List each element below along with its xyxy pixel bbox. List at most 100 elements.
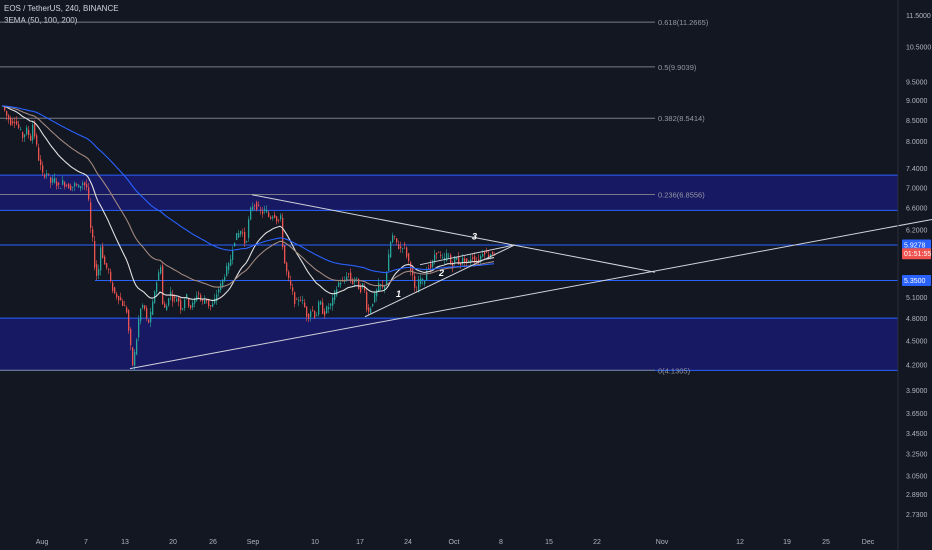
candle-body <box>156 282 158 292</box>
candle-body <box>372 303 374 307</box>
candle-body <box>346 276 348 281</box>
candle-body <box>102 246 104 258</box>
fib-level-label: 0.382(8.5414) <box>658 114 705 123</box>
price-badge-bg <box>902 275 931 287</box>
candle-body <box>402 248 404 249</box>
candle-body <box>22 132 24 138</box>
candle-body <box>166 305 168 311</box>
price-axis-tick: 4.5000 <box>906 339 928 346</box>
chart-symbol-header[interactable]: EOS / TetherUS, 240, BINANCE <box>4 4 119 13</box>
candle-body <box>428 268 430 269</box>
candle-body <box>34 122 36 137</box>
candle-body <box>418 279 420 293</box>
candle-body <box>200 295 202 301</box>
candle-body <box>8 115 10 120</box>
candle-body <box>138 319 140 338</box>
candle-body <box>406 247 408 257</box>
candle-body <box>192 302 194 308</box>
candle-body <box>228 263 230 271</box>
price-axis-tick: 4.8000 <box>906 316 928 323</box>
candle-body <box>122 300 124 306</box>
candle-body <box>300 300 302 302</box>
candle-body <box>72 186 74 188</box>
candle-body <box>482 254 484 257</box>
candle-body <box>132 347 134 366</box>
indicator-legend[interactable]: 3EMA (50, 100, 200) <box>4 16 78 25</box>
candle-body <box>280 215 282 219</box>
time-axis-tick: 26 <box>209 539 217 546</box>
time-axis-tick: 10 <box>311 539 319 546</box>
candle-body <box>170 291 172 296</box>
candle-body <box>438 251 440 253</box>
candle-body <box>302 299 304 301</box>
candle-body <box>424 280 426 284</box>
candle-body <box>296 298 298 300</box>
candle-body <box>50 177 52 183</box>
candle-body <box>106 263 108 268</box>
candle-body <box>422 278 424 281</box>
candle-body <box>282 217 284 248</box>
price-badge-bg <box>902 248 931 260</box>
time-axis-tick: Dec <box>862 539 875 546</box>
candle-body <box>396 238 398 243</box>
candle-body <box>288 271 290 278</box>
candle-body <box>60 188 62 189</box>
candle-body <box>96 264 98 276</box>
candle-body <box>206 299 208 302</box>
price-badge-label: 5.9278 <box>904 242 926 249</box>
candle-body <box>84 182 86 186</box>
candle-body <box>324 311 326 316</box>
candle-body <box>100 247 102 271</box>
candle-body <box>310 311 312 317</box>
candle-body <box>276 216 278 222</box>
price-badge-label: 01:51:55 <box>904 251 931 258</box>
time-axis-tick: Aug <box>36 539 49 546</box>
candle-body <box>26 127 28 135</box>
candle-body <box>62 180 64 185</box>
candle-body <box>290 280 292 286</box>
wave-channel-inner-line <box>419 244 516 266</box>
candle-body <box>322 302 324 314</box>
candle-body <box>420 278 422 284</box>
time-axis-tick: 15 <box>545 539 553 546</box>
candle-body <box>266 210 268 213</box>
price-axis-tick: 8.0000 <box>906 139 928 146</box>
candle-body <box>358 278 360 290</box>
candle-body <box>434 254 436 262</box>
price-axis-tick: 7.4000 <box>906 166 928 173</box>
candle-body <box>490 254 492 257</box>
price-axis-tick: 5.1000 <box>906 295 928 302</box>
fib-level-label: 0(4.1305) <box>658 366 691 375</box>
price-axis-tick: 8.5000 <box>906 118 928 125</box>
candle-body <box>28 129 30 136</box>
candle-body <box>368 307 370 312</box>
candle-body <box>54 177 56 183</box>
candle-body <box>244 232 246 244</box>
candle-body <box>198 293 200 295</box>
candle-body <box>262 211 264 214</box>
candle-body <box>42 165 44 173</box>
candle-body <box>6 111 8 116</box>
candle-body <box>294 292 296 305</box>
price-badge-label: 5.3500 <box>904 278 926 285</box>
candle-body <box>414 276 416 288</box>
candle-body <box>474 256 476 263</box>
candle-body <box>78 184 80 188</box>
candle-body <box>128 310 130 331</box>
candle-body <box>306 306 308 317</box>
triangle-upper-trendline <box>251 194 656 273</box>
candle-body <box>354 279 356 283</box>
price-axis-tick: 9.0000 <box>906 98 928 105</box>
price-axis-tick: 10.5000 <box>906 45 931 52</box>
candle-body <box>304 302 306 308</box>
candle-body <box>468 260 470 262</box>
candle-body <box>386 271 388 285</box>
time-axis-tick: 22 <box>593 539 601 546</box>
candle-body <box>454 256 456 264</box>
candle-body <box>108 268 110 270</box>
candle-body <box>252 206 254 210</box>
candle-body <box>134 352 136 366</box>
candle-body <box>246 241 248 243</box>
candle-body <box>408 253 410 261</box>
